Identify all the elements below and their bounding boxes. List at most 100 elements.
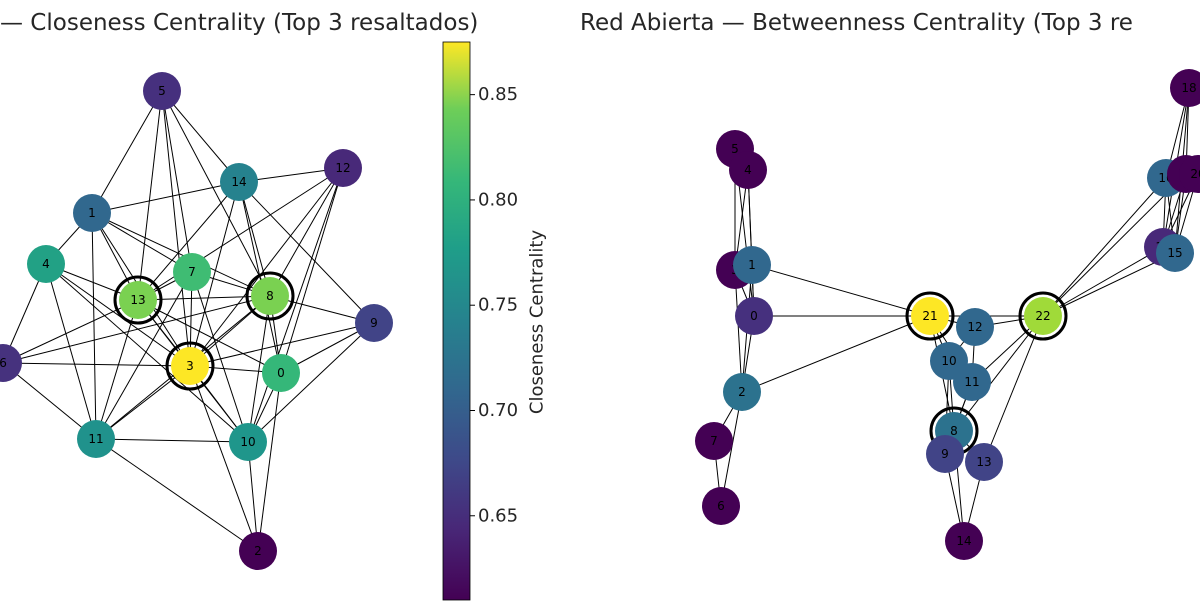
node-label: 14 — [956, 534, 971, 548]
node-label: 3 — [186, 359, 194, 373]
node — [251, 277, 289, 315]
edge — [257, 372, 282, 552]
nodes: 5121414713896301110254310276212212101189… — [0, 69, 1200, 570]
highlight-ring — [113, 275, 163, 325]
node-label: 22 — [1035, 309, 1050, 323]
edge — [2, 362, 191, 367]
edge — [191, 271, 249, 443]
edge — [751, 264, 931, 317]
edge — [247, 295, 271, 443]
node-label: 2 — [738, 385, 746, 399]
node — [956, 308, 994, 346]
node-label: 12 — [967, 320, 982, 334]
edge — [137, 167, 344, 301]
node — [953, 363, 991, 401]
node-label: 21 — [922, 309, 937, 323]
node — [27, 245, 65, 283]
node-label: 6 — [717, 499, 725, 513]
node — [911, 297, 949, 335]
edge — [45, 263, 97, 440]
edge — [189, 365, 259, 552]
node — [220, 163, 258, 201]
edge — [95, 438, 259, 552]
highlight-ring — [245, 271, 295, 321]
edge — [91, 212, 193, 273]
node-label: 12 — [335, 161, 350, 175]
node — [1024, 297, 1062, 335]
edge — [1042, 173, 1187, 317]
edge — [137, 90, 163, 301]
edge — [2, 362, 97, 440]
edge — [45, 263, 249, 443]
node-label: 1 — [88, 206, 96, 220]
node-label: 2 — [254, 544, 262, 558]
node-label: 13 — [976, 455, 991, 469]
tick-label: 0.85 — [478, 84, 518, 105]
highlight-ring — [165, 341, 215, 391]
node — [119, 281, 157, 319]
edge — [137, 295, 271, 301]
node-label: 7 — [188, 265, 196, 279]
node — [1156, 234, 1194, 272]
node — [0, 344, 22, 382]
node-label: 10 — [941, 354, 956, 368]
edge — [247, 167, 344, 443]
edge — [1042, 246, 1164, 317]
edge — [161, 90, 271, 297]
node — [945, 522, 983, 560]
node-label: 6 — [0, 356, 7, 370]
node — [77, 420, 115, 458]
panel-title: Red Abierta — Betweenness Centrality (To… — [580, 10, 1133, 36]
node — [262, 354, 300, 392]
edge — [161, 90, 191, 367]
colorbar — [442, 41, 471, 601]
node — [965, 443, 1003, 481]
edge — [280, 167, 344, 374]
node-label: 15 — [1167, 246, 1182, 260]
node — [702, 487, 740, 525]
edge — [720, 391, 743, 507]
node-label: 8 — [950, 424, 958, 438]
node — [239, 532, 277, 570]
edge — [91, 212, 97, 440]
node — [729, 151, 767, 189]
node-label: 14 — [231, 175, 246, 189]
edge — [247, 322, 375, 443]
node-label: 13 — [130, 293, 145, 307]
node — [73, 194, 111, 232]
edge — [189, 322, 375, 367]
tick-label: 0.80 — [478, 189, 518, 210]
edge — [189, 181, 240, 367]
edge — [734, 269, 743, 393]
node-label: 9 — [941, 447, 949, 461]
node-label: 18 — [1181, 81, 1196, 95]
node-label: 1 — [748, 258, 756, 272]
edge — [95, 271, 193, 440]
edge — [45, 263, 191, 367]
edge — [269, 167, 344, 297]
node — [1170, 69, 1200, 107]
node — [229, 423, 267, 461]
colorbar-ticks: 0.65 0.70 0.75 0.80 0.85 — [470, 84, 518, 526]
highlight-ring — [1018, 291, 1068, 341]
edge — [1042, 177, 1167, 317]
node-label: 5 — [158, 84, 166, 98]
edge — [189, 167, 344, 367]
edge — [161, 90, 193, 273]
edge — [95, 438, 249, 443]
edge — [741, 315, 931, 393]
node — [735, 297, 773, 335]
node — [324, 149, 362, 187]
colorbar-label: Closeness Centrality — [527, 230, 548, 415]
node-label: 11 — [88, 432, 103, 446]
node-label: 0 — [750, 309, 758, 323]
panel-title: — Closeness Centrality (Top 3 resaltados… — [0, 10, 478, 36]
edge — [2, 295, 271, 364]
edge — [137, 181, 240, 301]
node-label: 11 — [964, 375, 979, 389]
highlight-ring — [905, 291, 955, 341]
node — [143, 72, 181, 110]
node-label: 20 — [1190, 167, 1200, 181]
tick-label: 0.75 — [478, 295, 518, 316]
